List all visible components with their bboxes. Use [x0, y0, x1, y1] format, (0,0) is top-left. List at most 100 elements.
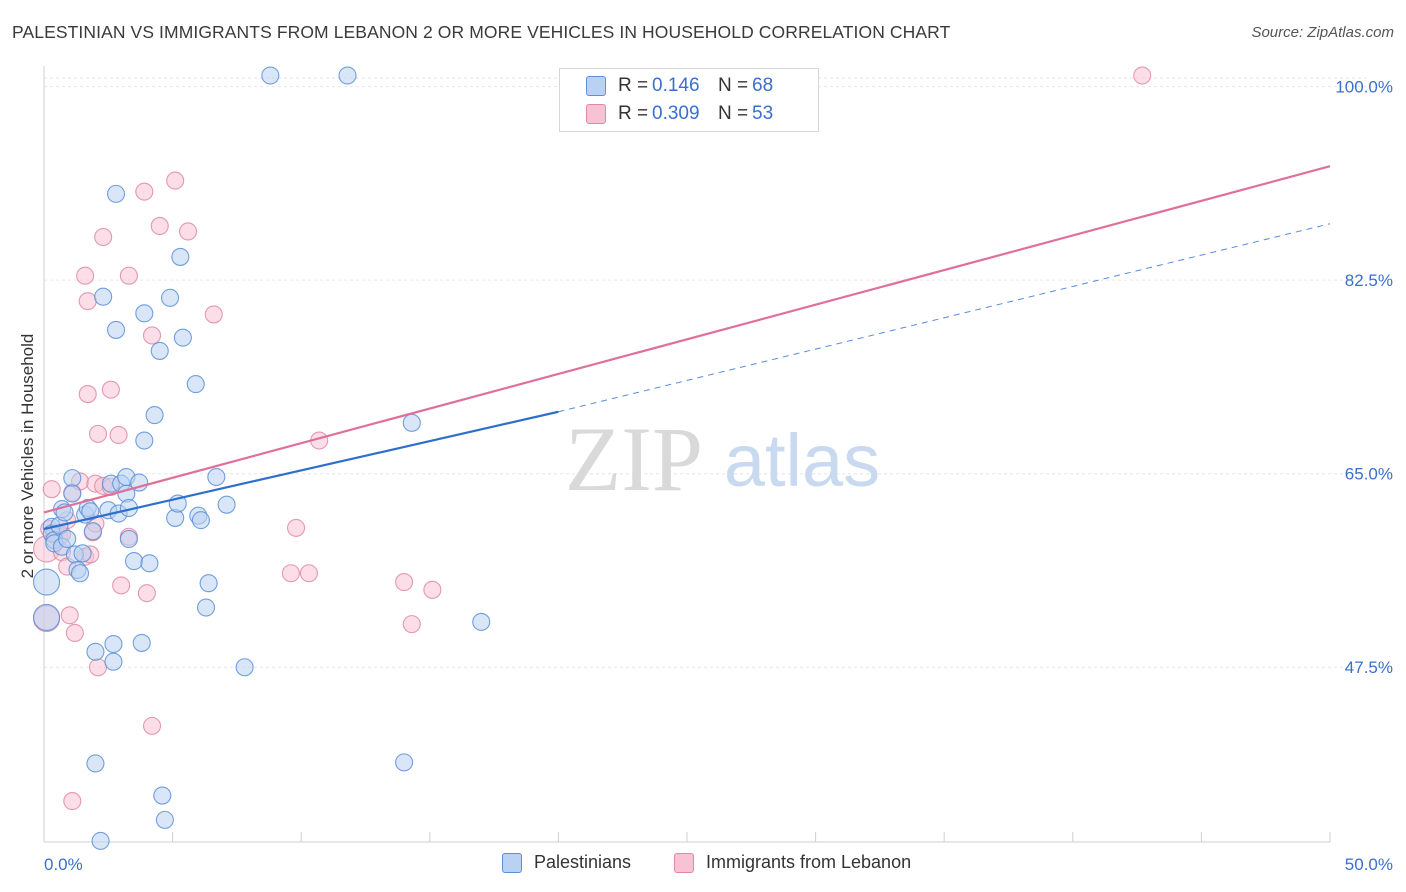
legend-row-lebanon: R = 0.309 N = 53	[586, 101, 773, 127]
watermark: ZIP atlas	[565, 408, 880, 510]
data-point-palestinian	[74, 545, 91, 562]
data-point-lebanon	[180, 223, 197, 240]
data-point-palestinian	[84, 523, 101, 540]
scatter-chart: ZIP atlas 47.5%65.0%82.5%100.0%0.0% 50.0%	[0, 0, 1406, 892]
legend-swatch-blue	[502, 853, 522, 873]
data-point-palestinian	[187, 376, 204, 393]
y-tick-label: 100.0%	[1335, 78, 1393, 97]
data-point-lebanon	[113, 577, 130, 594]
legend-r-label: R =	[618, 75, 652, 97]
legend-n-value: 53	[752, 103, 773, 125]
data-point-palestinian	[92, 832, 109, 849]
data-point-palestinian	[174, 329, 191, 346]
data-point-palestinian	[34, 569, 60, 595]
legend-label-palestinians: Palestinians	[534, 852, 631, 873]
y-tick-label: 47.5%	[1345, 658, 1393, 677]
legend-swatch-pink	[674, 853, 694, 873]
data-point-lebanon	[282, 565, 299, 582]
data-point-palestinian	[208, 469, 225, 486]
data-point-lebanon	[61, 607, 78, 624]
data-point-palestinian	[262, 67, 279, 84]
data-point-lebanon	[300, 565, 317, 582]
data-point-lebanon	[79, 293, 96, 310]
data-point-lebanon	[64, 793, 81, 810]
y-tick-label: 82.5%	[1345, 271, 1393, 290]
data-point-palestinian	[396, 754, 413, 771]
data-point-palestinian	[218, 496, 235, 513]
data-point-palestinian	[133, 634, 150, 651]
legend-swatch-blue	[586, 76, 606, 96]
data-point-lebanon	[151, 217, 168, 234]
tick-labels: 47.5% 65.0% 82.5% 100.0% 0.0% 50.0%	[44, 78, 1393, 874]
data-point-palestinian	[64, 470, 81, 487]
data-point-lebanon	[1134, 67, 1151, 84]
data-point-palestinian	[146, 407, 163, 424]
correlation-legend: R = 0.146 N = 68 R = 0.309 N = 53	[559, 68, 819, 132]
data-point-palestinian	[72, 565, 89, 582]
data-point-lebanon	[120, 267, 137, 284]
data-point-palestinian	[34, 604, 60, 630]
data-point-palestinian	[403, 414, 420, 431]
data-point-palestinian	[172, 248, 189, 265]
data-point-palestinian	[156, 811, 173, 828]
legend-item-palestinians: Palestinians	[502, 852, 631, 873]
legend-r-label: R =	[618, 103, 652, 125]
legend-row-palestinians: R = 0.146 N = 68	[586, 73, 773, 99]
data-point-lebanon	[110, 426, 127, 443]
data-point-lebanon	[167, 172, 184, 189]
data-point-lebanon	[424, 581, 441, 598]
data-point-palestinian	[120, 530, 137, 547]
legend-n-label: N =	[718, 103, 752, 125]
data-point-palestinian	[192, 512, 209, 529]
data-point-palestinian	[126, 553, 143, 570]
legend-n-label: N =	[718, 75, 752, 97]
data-point-palestinian	[105, 653, 122, 670]
trend-line-palestinians-extension	[558, 224, 1330, 412]
data-point-palestinian	[154, 787, 171, 804]
data-point-lebanon	[144, 717, 161, 734]
data-point-palestinian	[87, 755, 104, 772]
data-point-lebanon	[396, 574, 413, 591]
data-point-lebanon	[102, 381, 119, 398]
legend-swatch-pink	[586, 104, 606, 124]
data-point-palestinian	[108, 185, 125, 202]
legend-r-value: 0.146	[652, 75, 718, 97]
data-point-palestinian	[339, 67, 356, 84]
watermark-zip: ZIP	[565, 408, 703, 510]
data-point-lebanon	[77, 267, 94, 284]
watermark-atlas: atlas	[724, 419, 880, 502]
data-point-palestinian	[59, 530, 76, 547]
data-point-palestinian	[136, 432, 153, 449]
data-point-lebanon	[90, 425, 107, 442]
data-point-lebanon	[79, 386, 96, 403]
series-legend: Palestinians Immigrants from Lebanon	[0, 852, 1406, 878]
data-point-palestinian	[64, 485, 81, 502]
data-point-palestinian	[236, 659, 253, 676]
legend-r-value: 0.309	[652, 103, 718, 125]
data-point-lebanon	[90, 659, 107, 676]
data-point-palestinian	[108, 321, 125, 338]
data-point-palestinian	[141, 555, 158, 572]
data-point-palestinian	[151, 342, 168, 359]
data-point-palestinian	[162, 289, 179, 306]
data-point-lebanon	[136, 183, 153, 200]
data-point-palestinian	[136, 305, 153, 322]
data-point-palestinian	[95, 288, 112, 305]
data-point-palestinian	[87, 643, 104, 660]
data-point-lebanon	[138, 585, 155, 602]
data-point-palestinian	[200, 575, 217, 592]
data-point-lebanon	[43, 481, 60, 498]
data-point-lebanon	[205, 306, 222, 323]
legend-label-lebanon: Immigrants from Lebanon	[706, 852, 911, 873]
data-point-lebanon	[66, 624, 83, 641]
data-point-lebanon	[144, 327, 161, 344]
grid-layer	[44, 78, 1366, 667]
y-tick-label: 65.0%	[1345, 465, 1393, 484]
series-palestinians-points	[34, 67, 490, 849]
data-point-palestinian	[198, 599, 215, 616]
data-point-palestinian	[105, 636, 122, 653]
data-point-lebanon	[288, 519, 305, 536]
data-point-lebanon	[403, 616, 420, 633]
legend-item-lebanon: Immigrants from Lebanon	[674, 852, 911, 873]
data-point-lebanon	[95, 229, 112, 246]
